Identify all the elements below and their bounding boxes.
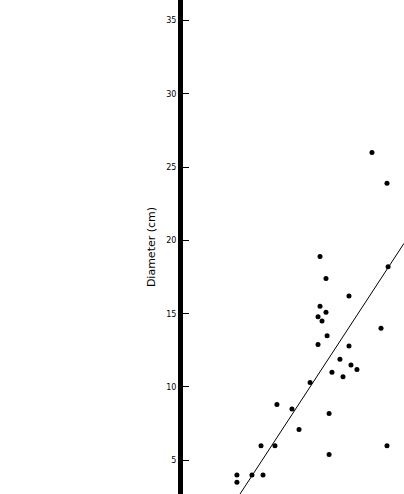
svg-text:5: 5 bbox=[171, 456, 176, 465]
svg-text:20: 20 bbox=[166, 236, 176, 245]
svg-text:Diameter (cm): Diameter (cm) bbox=[145, 207, 158, 287]
svg-text:35: 35 bbox=[166, 16, 176, 25]
svg-text:25: 25 bbox=[166, 163, 176, 172]
svg-text:10: 10 bbox=[166, 383, 176, 392]
svg-text:15: 15 bbox=[166, 310, 176, 319]
svg-text:30: 30 bbox=[166, 90, 176, 99]
